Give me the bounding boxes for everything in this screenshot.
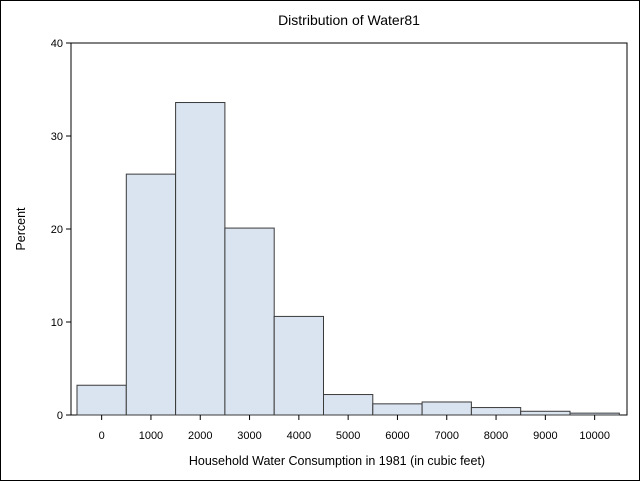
x-axis-label: Household Water Consumption in 1981 (in … — [189, 454, 485, 468]
y-tick-label: 20 — [51, 224, 63, 236]
histogram-bar-8000 — [470, 407, 522, 416]
chart-title: Distribution of Water81 — [278, 12, 420, 28]
x-tick-label: 8000 — [484, 430, 508, 442]
histogram-bar-5000 — [323, 394, 374, 416]
y-axis-ticks: 0 10 20 30 40 — [51, 38, 71, 422]
histogram-bar-0 — [76, 384, 127, 416]
y-tick-label: 10 — [51, 317, 63, 329]
histogram-bar-2000 — [175, 102, 226, 416]
y-tick-label: 30 — [51, 131, 63, 143]
x-tick-label: 1000 — [139, 430, 163, 442]
x-tick-label: 6000 — [385, 430, 409, 442]
histogram-bar-4000 — [273, 315, 325, 416]
bars-group — [76, 102, 620, 416]
x-tick-label: 5000 — [336, 430, 360, 442]
y-axis-label: Percent — [14, 207, 28, 251]
x-tick-label: 3000 — [237, 430, 261, 442]
x-tick-label: 7000 — [435, 430, 459, 442]
x-tick-label: 4000 — [287, 430, 311, 442]
histogram-bar-6000 — [372, 403, 423, 416]
x-tick-label: 2000 — [188, 430, 212, 442]
x-tick-label: 10000 — [579, 430, 610, 442]
histogram-bar-9000 — [520, 410, 571, 416]
histogram-bar-3000 — [224, 227, 275, 416]
histogram-bar-7000 — [421, 401, 472, 416]
histogram-bar-1000 — [125, 173, 177, 416]
x-axis-ticks: 0 1000 2000 3000 4000 5000 6000 7000 8000 9000 100… — [99, 415, 610, 442]
histogram-bar-10000 — [569, 412, 620, 416]
y-tick-label: 0 — [57, 410, 63, 422]
x-tick-label: 9000 — [533, 430, 557, 442]
x-tick-label: 0 — [99, 430, 105, 442]
y-tick-label: 40 — [51, 38, 63, 50]
